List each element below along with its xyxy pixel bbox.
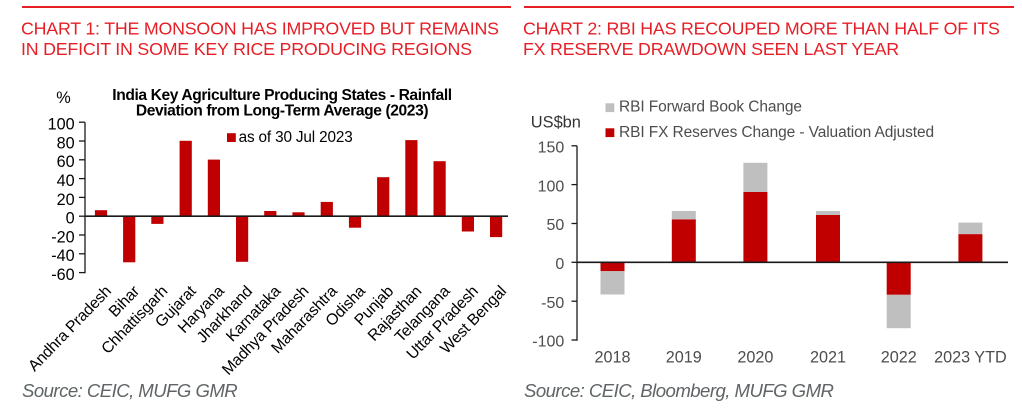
svg-text:2023 YTD: 2023 YTD [934, 349, 1007, 367]
svg-text:Source: CEIC, Bloomberg, MUFG: Source: CEIC, Bloomberg, MUFG GMR [524, 380, 834, 401]
svg-text:IN DEFICIT IN SOME KEY RICE PR: IN DEFICIT IN SOME KEY RICE PRODUCING RE… [21, 39, 472, 59]
svg-text:80: 80 [57, 134, 75, 152]
svg-text:Deviation from Long-Term Avera: Deviation from Long-Term Average (2023) [136, 102, 429, 119]
svg-text:60: 60 [57, 153, 75, 171]
svg-text:India Key Agriculture Producin: India Key Agriculture Producing States -… [112, 87, 451, 104]
svg-text:2019: 2019 [666, 349, 702, 367]
svg-text:RBI Forward Book Change: RBI Forward Book Change [619, 99, 802, 116]
svg-text:20: 20 [57, 191, 75, 209]
svg-text:-100: -100 [532, 334, 564, 351]
svg-text:-40: -40 [51, 247, 74, 265]
svg-text:100: 100 [538, 178, 565, 195]
svg-text:-20: -20 [51, 228, 74, 246]
svg-text:150: 150 [538, 139, 565, 156]
svg-text:40: 40 [57, 172, 75, 190]
svg-text:%: % [56, 89, 70, 107]
svg-text:2021: 2021 [810, 349, 846, 367]
svg-text:RBI FX Reserves Change - Valua: RBI FX Reserves Change - Valuation Adjus… [619, 124, 934, 141]
svg-text:0: 0 [555, 256, 564, 273]
svg-text:-50: -50 [541, 295, 564, 312]
svg-text:CHART 1: THE MONSOON HAS IMPRO: CHART 1: THE MONSOON HAS IMPROVED BUT RE… [21, 19, 499, 39]
svg-text:50: 50 [547, 217, 565, 234]
svg-text:100: 100 [48, 116, 75, 134]
svg-text:-60: -60 [51, 266, 74, 284]
svg-text:2022: 2022 [881, 349, 917, 367]
svg-text:2018: 2018 [594, 349, 630, 367]
svg-text:FX RESERVE DRAWDOWN SEEN LAST: FX RESERVE DRAWDOWN SEEN LAST YEAR [523, 39, 899, 59]
svg-text:Andhra Pradesh: Andhra Pradesh [25, 283, 115, 375]
svg-text:CHART 2: RBI HAS RECOUPED MORE: CHART 2: RBI HAS RECOUPED MORE THAN HALF… [523, 19, 1000, 39]
svg-text:Source: CEIC, MUFG GMR: Source: CEIC, MUFG GMR [22, 380, 237, 401]
svg-text:US$bn: US$bn [531, 113, 581, 131]
svg-text:as of 30 Jul 2023: as of 30 Jul 2023 [239, 129, 353, 146]
svg-text:0: 0 [66, 210, 75, 228]
svg-text:2020: 2020 [737, 349, 773, 367]
